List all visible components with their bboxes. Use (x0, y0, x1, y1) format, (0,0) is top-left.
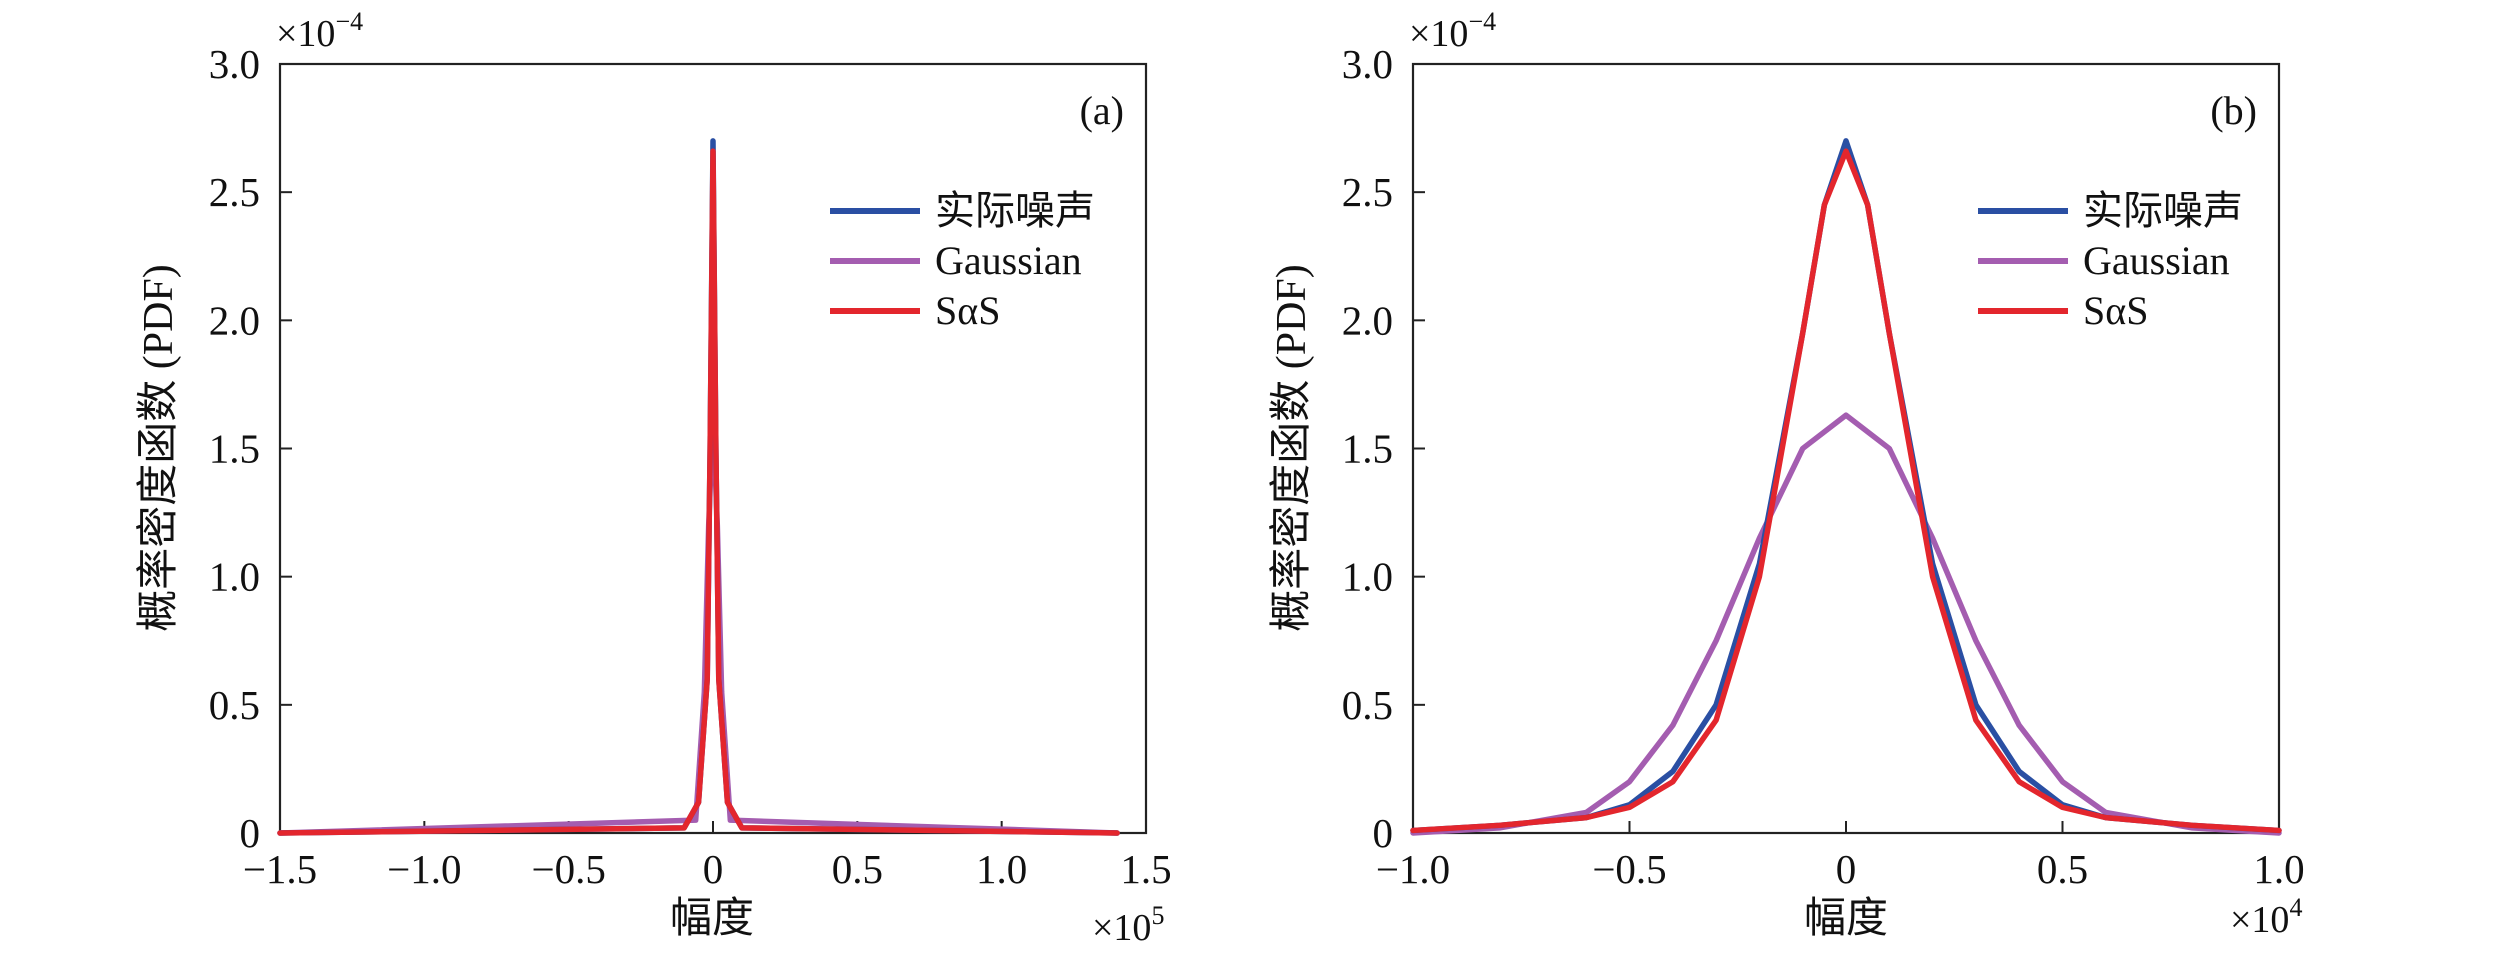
x-axis-title: 幅度 (670, 896, 754, 942)
x-tick-label: 0.5 (2037, 846, 2088, 892)
x-tick-label: −1.0 (387, 846, 461, 892)
x-tick-label: 1.0 (2253, 846, 2304, 892)
panel-label: (a) (1080, 88, 1124, 133)
x-tick-label: −0.5 (531, 846, 605, 892)
y-tick-label: 3.0 (209, 41, 260, 87)
y-axis-title: 概率密度函数 (PDF) (1268, 264, 1315, 632)
x-tick-label: −0.5 (1592, 846, 1666, 892)
panel-a: −1.5 −1.0 −0.5 0 0.5 1.0 1.5 0 0.5 1.0 1.5 2.0 2.5 3… (135, 7, 1172, 949)
x-tick-label: 0 (703, 846, 724, 892)
legend-label-actual: 实际噪声 (935, 188, 1095, 233)
y-tick-label: 2.5 (209, 169, 260, 215)
x-axis-title: 幅度 (1804, 896, 1888, 942)
y-tick-label: 2.0 (1342, 297, 1393, 343)
y-tick-label: 1.0 (1342, 554, 1393, 600)
x-tick-label: 1.5 (1120, 846, 1171, 892)
y-tick-label: 1.5 (209, 426, 260, 472)
x-multiplier: ×104 (2230, 893, 2302, 941)
legend-label-actual: 实际噪声 (2083, 188, 2243, 233)
x-tick-label: 0.5 (832, 846, 883, 892)
x-tick-label: −1.5 (243, 846, 317, 892)
series-line-sas (1410, 148, 2282, 834)
y-tick-label: 2.0 (209, 297, 260, 343)
series-line-sas (277, 148, 1120, 836)
x-ticks: −1.0 −0.5 0 0.5 1.0 (1376, 821, 2305, 892)
y-tick-label: 0 (240, 810, 261, 856)
y-tick-label: 2.5 (1342, 169, 1393, 215)
y-ticks: 0 0.5 1.0 1.5 2.0 2.5 3.0 (1342, 41, 1425, 856)
panel-b: −1.0 −0.5 0 0.5 1.0 0 0.5 1.0 1.5 2.0 2.5 3.0 幅度 概… (1268, 7, 2305, 942)
x-ticks: −1.5 −1.0 −0.5 0 0.5 1.0 1.5 (243, 821, 1172, 892)
x-tick-label: −1.0 (1376, 846, 1450, 892)
y-tick-label: 0 (1373, 810, 1394, 856)
legend-label-sas: SαS (935, 288, 1000, 333)
legend: 实际噪声 Gaussian SαS (830, 188, 1095, 333)
y-tick-label: 0.5 (209, 682, 260, 728)
y-multiplier: ×10−4 (1409, 7, 1496, 55)
legend-label-gaussian: Gaussian (935, 238, 1082, 283)
y-axis-title: 概率密度函数 (PDF) (135, 264, 182, 632)
legend: 实际噪声 Gaussian SαS (1978, 188, 2243, 333)
legend-label-gaussian: Gaussian (2083, 238, 2230, 283)
panel-label: (b) (2210, 88, 2257, 133)
x-multiplier: ×105 (1092, 901, 1164, 949)
y-tick-label: 1.5 (1342, 426, 1393, 472)
curves (277, 138, 1120, 836)
y-tick-label: 1.0 (209, 554, 260, 600)
y-tick-label: 3.0 (1342, 41, 1393, 87)
plot-frame (1411, 62, 2281, 835)
x-tick-label: 0 (1836, 846, 1857, 892)
x-tick-label: 1.0 (976, 846, 1027, 892)
y-tick-label: 0.5 (1342, 682, 1393, 728)
curves (1410, 138, 2282, 836)
series-line-gaussian (1410, 412, 2282, 836)
y-ticks: 0 0.5 1.0 1.5 2.0 2.5 3.0 (209, 41, 292, 856)
y-multiplier: ×10−4 (276, 7, 363, 55)
legend-label-sas: SαS (2083, 288, 2148, 333)
